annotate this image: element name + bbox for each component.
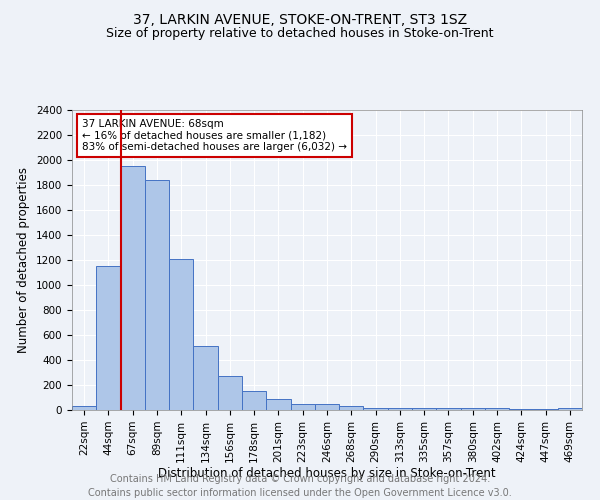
Bar: [121, 166, 145, 410]
Bar: [558, 408, 582, 410]
Bar: [461, 408, 485, 410]
Y-axis label: Number of detached properties: Number of detached properties: [17, 167, 31, 353]
Text: 37, LARKIN AVENUE, STOKE-ON-TRENT, ST3 1SZ: 37, LARKIN AVENUE, STOKE-ON-TRENT, ST3 1…: [133, 12, 467, 26]
Bar: [339, 406, 364, 410]
Bar: [364, 408, 388, 410]
Bar: [193, 346, 218, 410]
Text: Contains HM Land Registry data © Crown copyright and database right 2024.
Contai: Contains HM Land Registry data © Crown c…: [88, 474, 512, 498]
Bar: [96, 266, 121, 410]
Bar: [436, 408, 461, 410]
Text: Size of property relative to detached houses in Stoke-on-Trent: Size of property relative to detached ho…: [106, 28, 494, 40]
Bar: [485, 408, 509, 410]
Bar: [72, 406, 96, 410]
Bar: [412, 408, 436, 410]
Bar: [266, 400, 290, 410]
X-axis label: Distribution of detached houses by size in Stoke-on-Trent: Distribution of detached houses by size …: [158, 468, 496, 480]
Bar: [315, 404, 339, 410]
Bar: [290, 404, 315, 410]
Bar: [388, 408, 412, 410]
Bar: [169, 259, 193, 410]
Text: 37 LARKIN AVENUE: 68sqm
← 16% of detached houses are smaller (1,182)
83% of semi: 37 LARKIN AVENUE: 68sqm ← 16% of detache…: [82, 119, 347, 152]
Bar: [218, 376, 242, 410]
Bar: [145, 180, 169, 410]
Bar: [242, 390, 266, 410]
